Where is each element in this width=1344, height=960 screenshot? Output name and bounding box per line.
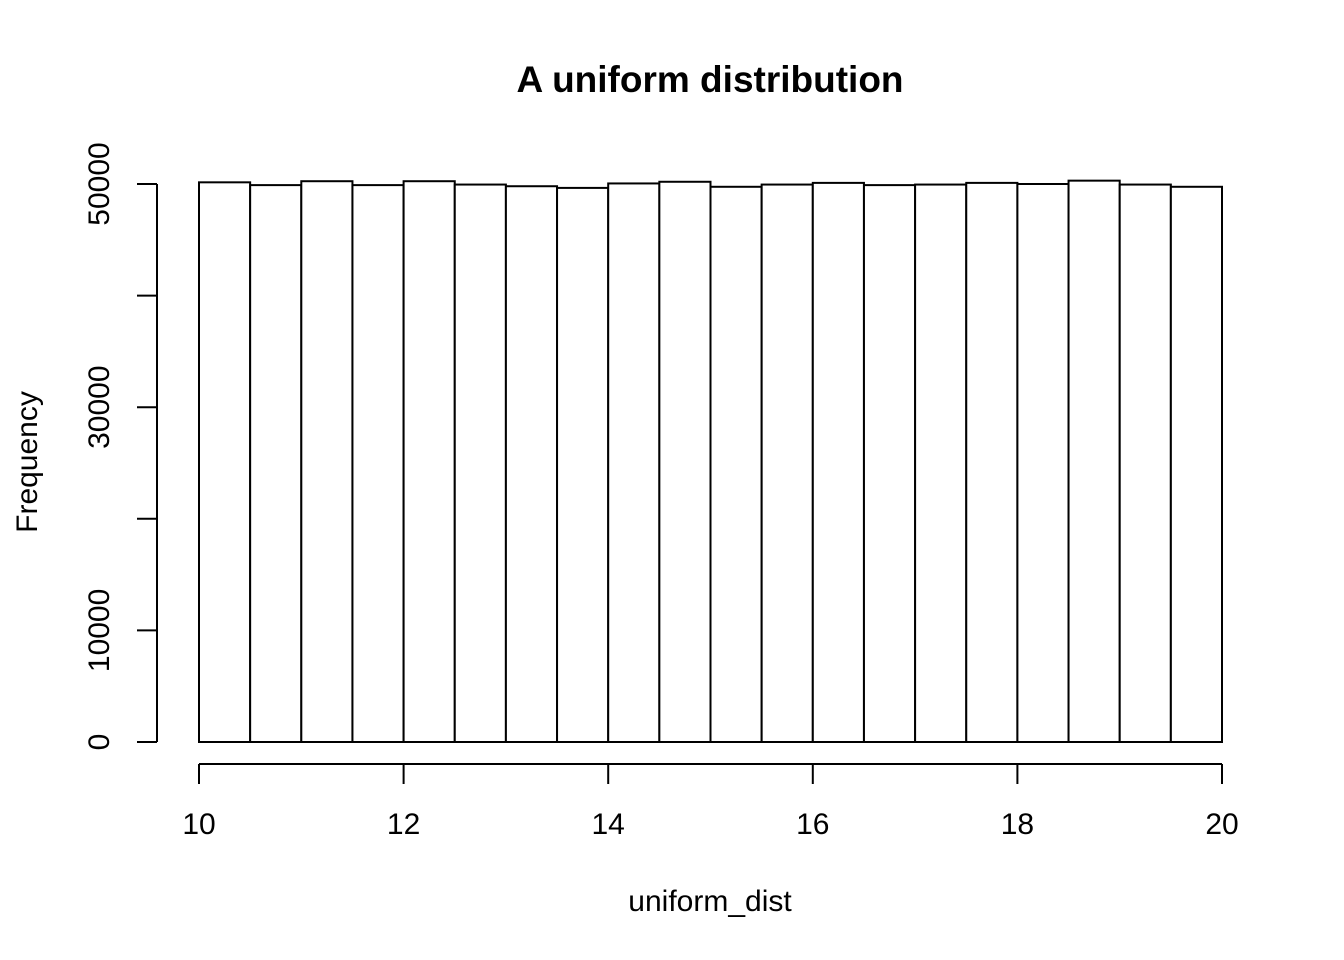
histogram-bar-15 — [965, 181, 1019, 744]
histogram-bar-11 — [760, 183, 814, 744]
x-tick-label-3: 16 — [796, 808, 829, 841]
chart-title: A uniform distribution — [516, 59, 903, 100]
x-tick-label-0: 10 — [182, 808, 215, 841]
histogram-bar-13 — [862, 184, 917, 743]
histogram-bar-19 — [1169, 185, 1223, 744]
histogram-bar-7 — [556, 186, 610, 743]
histogram-bar-0 — [198, 181, 252, 744]
histogram-bar-10 — [709, 185, 763, 744]
y-axis: 0 10000 30000 50000 — [83, 142, 158, 751]
histogram-bar-5 — [453, 183, 507, 744]
x-tick-label-4: 18 — [1001, 808, 1034, 841]
histogram-bar-12 — [811, 181, 865, 744]
histogram-bar-2 — [300, 180, 354, 743]
histogram-bar-8 — [607, 182, 661, 743]
histogram-bar-9 — [658, 180, 712, 743]
x-tick-label-1: 12 — [387, 808, 420, 841]
histogram-bar-14 — [914, 183, 968, 744]
histogram-bar-1 — [249, 184, 303, 743]
histogram-bar-6 — [504, 185, 559, 743]
y-axis-label: Frequency — [11, 391, 44, 533]
x-tick-label-5: 20 — [1205, 808, 1238, 841]
y-tick-label-5: 50000 — [83, 142, 116, 225]
x-tick-label-2: 14 — [592, 808, 625, 841]
histogram-bar-16 — [1016, 183, 1070, 743]
histogram-bar-3 — [351, 184, 405, 743]
histogram-bar-4 — [402, 180, 456, 743]
y-tick-label-1: 10000 — [83, 589, 116, 672]
histogram-bar-18 — [1118, 183, 1172, 744]
x-axis: 10 12 14 16 18 20 — [182, 763, 1239, 841]
y-tick-label-0: 0 — [83, 734, 116, 751]
y-tick-label-3: 30000 — [83, 365, 116, 448]
histogram-bar-17 — [1067, 179, 1121, 744]
x-axis-label: uniform_dist — [628, 885, 792, 918]
bars-group — [198, 179, 1223, 744]
